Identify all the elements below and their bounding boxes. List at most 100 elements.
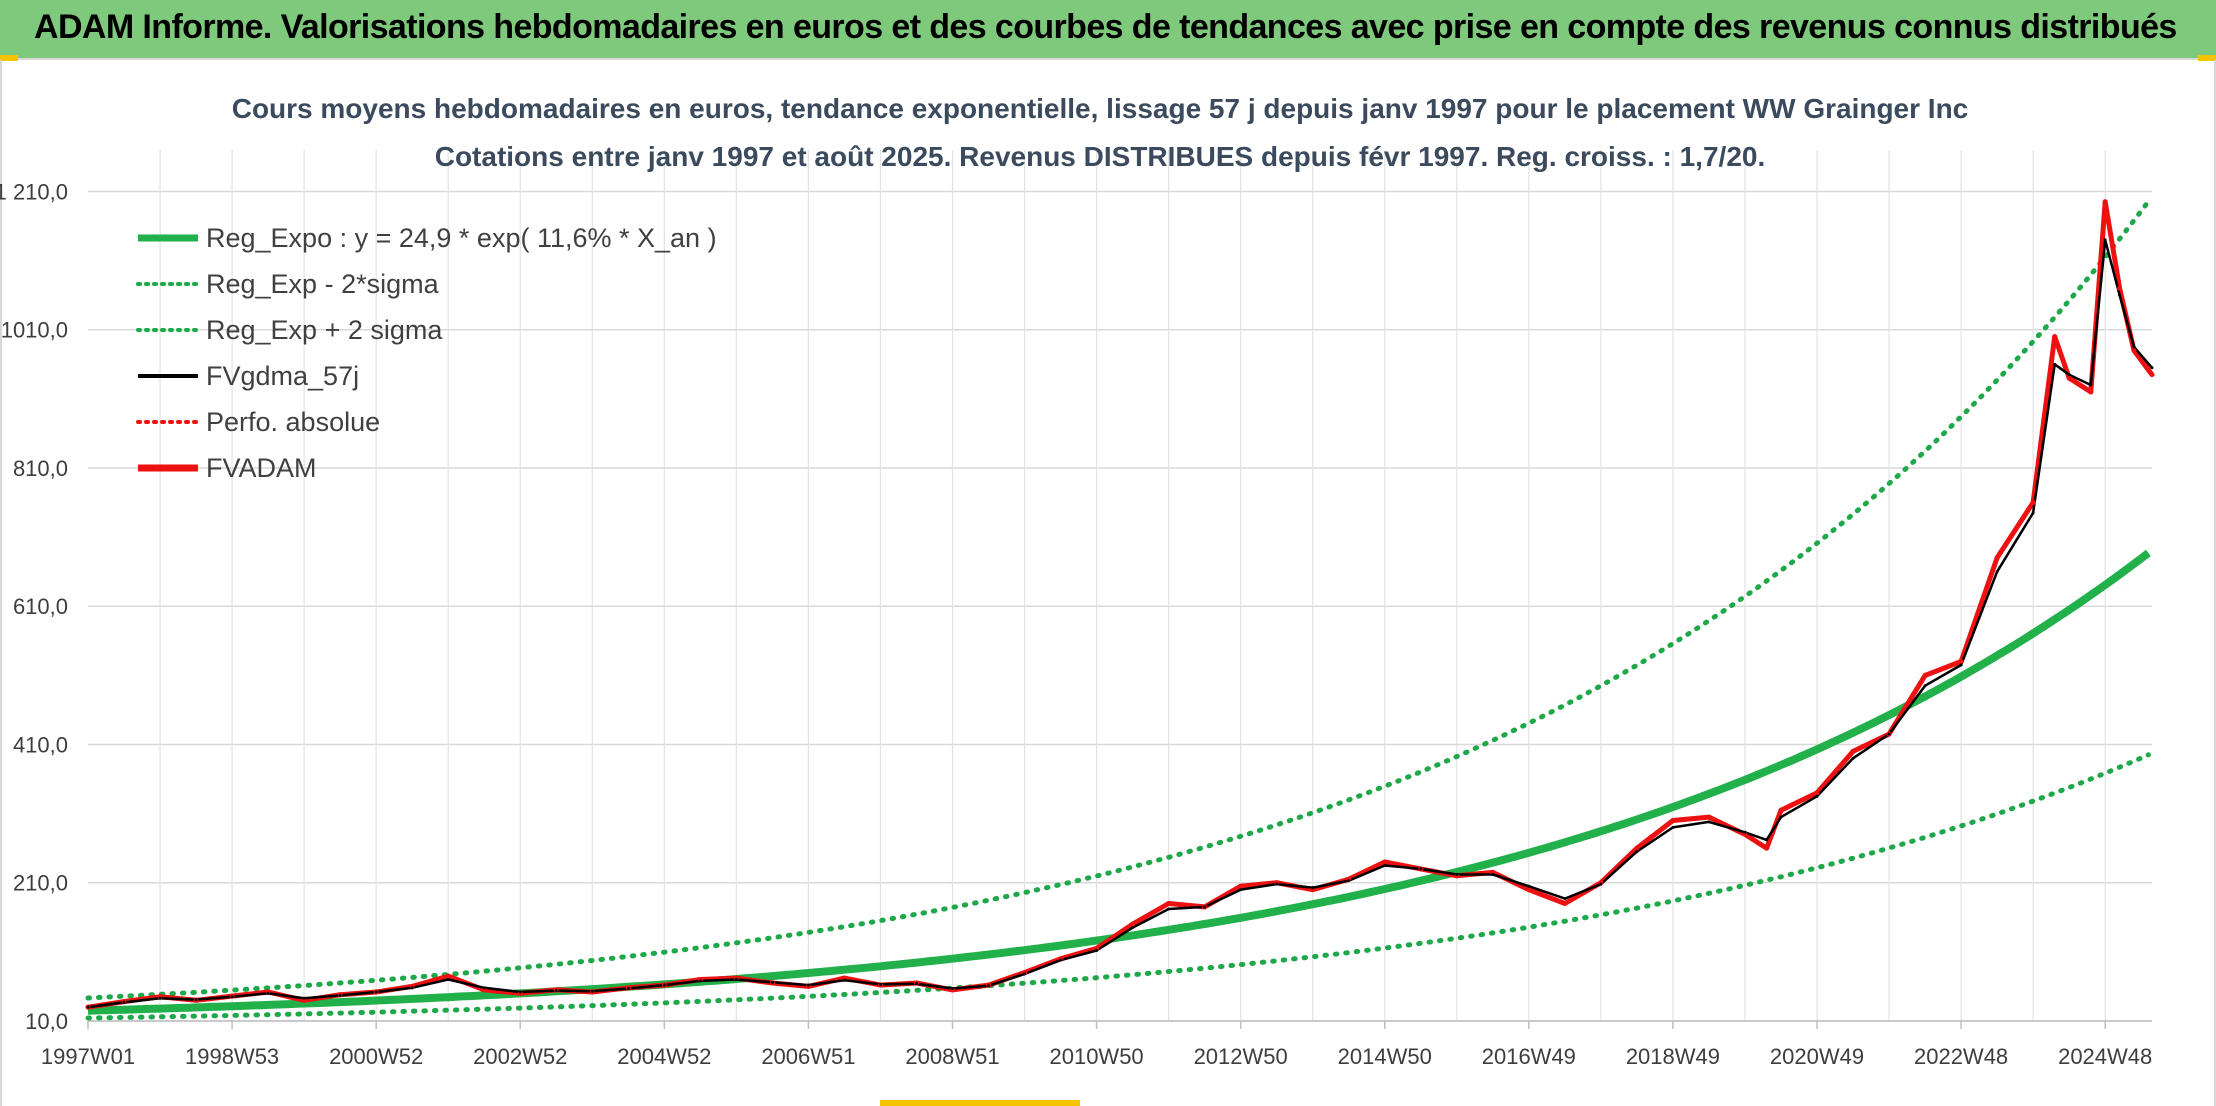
fvgdma-point [1059,958,1063,962]
fvgdma-point [1563,897,1567,901]
fvadam-point [1958,659,1964,665]
fvadam-point [2030,500,2036,506]
fvgdma-point [1887,732,1891,736]
x-tick-label: 2012W50 [1194,1044,1288,1069]
fvgdma-point [1765,838,1769,842]
series-reg-expo [87,549,2151,1015]
fvgdma-point [2067,373,2071,377]
fvgdma-point [806,983,810,987]
fvgdma-point [1779,815,1783,819]
fvgdma-point [987,984,991,988]
x-tick-label: 1997W01 [41,1044,135,1069]
fvgdma-point [1239,888,1243,892]
y-tick-label: 1 210,0 [0,179,68,204]
fvgdma-point [1095,948,1099,952]
fvadam-point [1994,555,2000,561]
fvgdma-point [1635,850,1639,854]
fvgdma-point [951,987,955,991]
fvadam-point [1814,790,1820,796]
fvadam-point [2131,347,2137,353]
fvgdma-point [2089,383,2093,387]
fvgdma-point [1419,867,1423,871]
fvgdma-point [1347,879,1351,883]
x-tick-label: 2024W48 [2058,1044,2152,1069]
corner-mark-bottom [880,1100,1080,1106]
legend-label: Reg_Expo : y = 24,9 * exp( 11,6% * X_an … [206,223,717,253]
legend-label: FVgdma_57j [206,361,359,391]
fvadam-point [1166,900,1172,906]
fvadam-point [2117,285,2123,291]
fvgdma-point [842,978,846,982]
fvadam-point [1764,845,1770,851]
fvadam-point [1382,859,1388,865]
fvadam-point [2066,375,2072,381]
report-title: ADAM Informe. Valorisations hebdomadaire… [34,8,2177,46]
series-fvgdma-57j [87,238,2153,1009]
y-tick-label: 210,0 [13,871,68,896]
x-tick-label: 2020W49 [1770,1044,1864,1069]
fvadam-point [1238,883,1244,889]
fvgdma-point [86,1005,90,1009]
fvgdma-point [2118,293,2122,297]
y-tick-label: 410,0 [13,732,68,757]
y-tick-label: 10,0 [25,1009,68,1034]
y-tick-label: 610,0 [13,594,68,619]
y-tick-label: 810,0 [13,456,68,481]
fvgdma-point [1743,830,1747,834]
legend: Reg_Expo : y = 24,9 * exp( 11,6% * X_an … [136,223,717,483]
fvgdma-point [1275,882,1279,886]
fvadam-point [445,973,451,979]
plot-area [85,199,2155,1021]
fvgdma-point [230,995,234,999]
fvgdma-point [1599,882,1603,886]
fvgdma-point [590,989,594,993]
corner-mark-top-left [0,55,18,61]
fvgdma-point [2150,366,2154,370]
fvgdma-point [1383,863,1387,867]
fvgdma-point [374,990,378,994]
fvgdma-point [446,978,450,982]
fvgdma-point [698,979,702,983]
fvgdma-point [158,996,162,1000]
x-tick-label: 2008W51 [905,1044,999,1069]
y-tick-label: 1010,0 [1,318,68,343]
fvgdma-point [1851,756,1855,760]
fvadam-point [2052,334,2058,340]
x-tick-label: 2022W48 [1914,1044,2008,1069]
fvadam-point [2088,389,2094,395]
fvgdma-point [1995,570,1999,574]
fvgdma-point [1455,872,1459,876]
fvgdma-point [194,998,198,1002]
fvgdma-point [518,990,522,994]
chart-frame [0,60,2216,1106]
fvgdma-point [1959,663,1963,667]
fvgdma-point [1167,907,1171,911]
report-banner: ADAM Informe. Valorisations hebdomadaire… [0,0,2216,60]
fvgdma-point [2132,345,2136,349]
legend-label: Perfo. absolue [206,407,380,437]
fvadam-point [1670,818,1676,824]
x-tick-label: 2018W49 [1626,1044,1720,1069]
fvgdma-point [338,993,342,997]
fvgdma-point [1131,926,1135,930]
fvadam-point [1850,748,1856,754]
fvadam-point [1634,845,1640,851]
fvgdma-point [770,980,774,984]
fvadam-point [2149,372,2155,378]
x-tick-label: 2004W52 [617,1044,711,1069]
x-tick-label: 2016W49 [1482,1044,1576,1069]
fvgdma-point [914,982,918,986]
fvgdma-point [1707,820,1711,824]
fvgdma-point [410,986,414,990]
chart-title: Cours moyens hebdomadaires en euros, ten… [232,93,1969,124]
fvgdma-point [1203,905,1207,909]
corner-mark-top-right [2198,55,2216,61]
fvgdma-point [2031,511,2035,515]
fvgdma-point [626,987,630,991]
fvgdma-point [2053,362,2057,366]
series-reg-plus-2sigma [85,199,2151,1001]
fvadam-point [1562,900,1568,906]
fvgdma-point [302,996,306,1000]
legend-label: Reg_Exp + 2 sigma [206,315,443,345]
